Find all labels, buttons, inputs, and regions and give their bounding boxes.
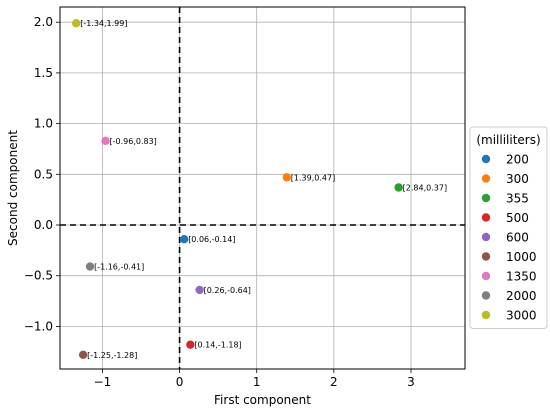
legend-label-1000: 1000 bbox=[506, 250, 537, 264]
data-point-labels: [0.06,-0.14] [1.39,0.47] [2.84,0.37] [0.14,… bbox=[80, 19, 447, 360]
legend-label-355: 355 bbox=[506, 192, 529, 206]
legend-label-3000: 3000 bbox=[506, 309, 537, 323]
data-point-label-500: [0.14,-1.18] bbox=[194, 341, 241, 350]
legend-marker-1350 bbox=[481, 271, 491, 281]
data-point-label-200: [0.06,-0.14] bbox=[188, 235, 235, 244]
y-tick-label: 1.0 bbox=[34, 117, 53, 131]
reference-lines bbox=[60, 7, 465, 369]
legend-marker-200 bbox=[481, 154, 491, 164]
y-tick-label: −1.0 bbox=[24, 319, 53, 333]
legend-label-500: 500 bbox=[506, 211, 529, 225]
data-point-2000 bbox=[85, 262, 95, 271]
legend-marker-3000 bbox=[481, 310, 491, 320]
y-tick-label: 2.0 bbox=[34, 15, 53, 29]
x-tick-label: 0 bbox=[176, 375, 184, 389]
x-tick-label: 1 bbox=[253, 375, 261, 389]
data-point-600 bbox=[195, 285, 204, 295]
legend: (milliliters) 20030035550060010001350200… bbox=[469, 126, 548, 329]
x-axis-label: First component bbox=[214, 393, 311, 407]
x-tick-label: 3 bbox=[407, 375, 415, 389]
plot-frame bbox=[59, 6, 466, 370]
y-tick-label: −0.5 bbox=[24, 269, 53, 283]
data-point-355 bbox=[394, 183, 403, 192]
y-tick-label: 0.5 bbox=[34, 167, 53, 181]
legend-label-200: 200 bbox=[506, 153, 529, 167]
legend-label-1350: 1350 bbox=[506, 270, 537, 284]
y-tick-label: 1.5 bbox=[34, 66, 53, 80]
x-tick-label: 2 bbox=[330, 375, 338, 389]
data-point-label-1000: [-1.25,-1.28] bbox=[87, 351, 137, 360]
data-point-500 bbox=[186, 340, 195, 349]
y-axis-ticks: −1.0 −0.5 0.0 0.5 1.0 1.5 2.0 bbox=[24, 15, 60, 333]
legend-title: (milliliters) bbox=[476, 133, 540, 147]
data-point-label-2000: [-1.16,-0.41] bbox=[94, 263, 144, 272]
data-point-200 bbox=[180, 235, 189, 244]
x-axis-ticks: −1 0 1 2 3 bbox=[94, 369, 415, 389]
data-points bbox=[72, 19, 403, 360]
legend-marker-1000 bbox=[481, 252, 491, 261]
grid bbox=[60, 7, 465, 369]
y-tick-label: 0.0 bbox=[34, 218, 53, 232]
data-point-3000 bbox=[72, 19, 81, 28]
data-point-label-355: [2.84,0.37] bbox=[403, 183, 447, 192]
legend-marker-300 bbox=[481, 174, 491, 183]
data-point-label-3000: [-1.34,1.99] bbox=[80, 19, 127, 28]
data-point-label-1350: [-0.96,0.83] bbox=[110, 137, 157, 146]
data-point-label-300: [1.39,0.47] bbox=[291, 173, 335, 182]
y-axis-label: Second component bbox=[6, 130, 20, 246]
data-point-label-600: [0.26,-0.64] bbox=[204, 286, 251, 295]
x-tick-label: −1 bbox=[94, 375, 112, 389]
legend-marker-500 bbox=[481, 213, 491, 222]
legend-items: 200 300 355 500 600 1000 1350 2000 3000 bbox=[481, 153, 537, 323]
data-point-1000 bbox=[78, 350, 88, 360]
legend-label-2000: 2000 bbox=[506, 289, 537, 303]
legend-marker-2000 bbox=[481, 291, 491, 300]
data-point-1350 bbox=[101, 136, 110, 146]
legend-marker-600 bbox=[481, 232, 491, 242]
legend-label-300: 300 bbox=[506, 172, 529, 186]
data-point-300 bbox=[282, 173, 291, 182]
legend-marker-355 bbox=[481, 193, 491, 203]
legend-label-600: 600 bbox=[506, 231, 529, 245]
